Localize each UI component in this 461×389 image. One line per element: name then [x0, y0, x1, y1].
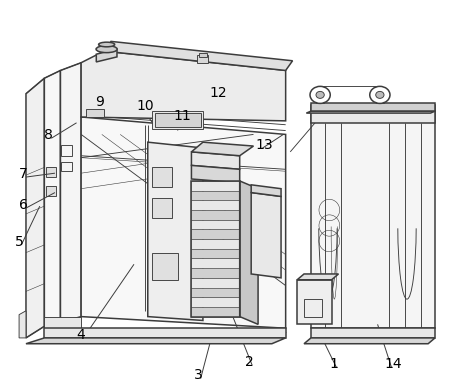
Text: 2: 2 — [245, 355, 254, 369]
Text: 3: 3 — [194, 368, 202, 382]
Bar — [199, 53, 207, 57]
Polygon shape — [191, 230, 240, 239]
Text: 11: 11 — [173, 109, 191, 123]
Bar — [153, 252, 177, 280]
Bar — [46, 166, 56, 177]
Bar — [376, 99, 384, 103]
Text: 10: 10 — [136, 99, 154, 113]
Bar — [153, 167, 171, 187]
Ellipse shape — [99, 42, 115, 47]
Circle shape — [376, 91, 384, 98]
Circle shape — [316, 91, 324, 98]
Polygon shape — [297, 280, 331, 324]
Polygon shape — [191, 268, 240, 278]
Polygon shape — [191, 191, 240, 200]
Polygon shape — [26, 338, 286, 344]
Polygon shape — [81, 117, 286, 328]
Bar — [304, 299, 321, 317]
Bar — [61, 145, 72, 156]
Text: 6: 6 — [19, 198, 28, 212]
Text: 8: 8 — [44, 128, 53, 142]
Polygon shape — [26, 78, 44, 338]
Polygon shape — [44, 328, 286, 338]
Polygon shape — [148, 142, 203, 321]
Text: 12: 12 — [210, 86, 227, 100]
Polygon shape — [191, 142, 254, 156]
Text: 5: 5 — [14, 235, 23, 249]
Polygon shape — [191, 249, 240, 258]
Bar — [153, 198, 171, 218]
Polygon shape — [104, 41, 293, 70]
Polygon shape — [44, 70, 60, 326]
Text: 14: 14 — [384, 357, 402, 371]
Polygon shape — [191, 297, 240, 307]
Polygon shape — [191, 165, 240, 183]
Bar — [61, 161, 72, 171]
Bar — [154, 113, 201, 128]
Ellipse shape — [96, 46, 117, 53]
Bar — [46, 186, 56, 196]
Bar — [153, 111, 203, 129]
Polygon shape — [297, 274, 338, 280]
Text: 13: 13 — [256, 138, 273, 152]
Polygon shape — [96, 49, 117, 62]
Polygon shape — [311, 103, 435, 111]
Bar — [86, 109, 104, 117]
Polygon shape — [307, 111, 435, 113]
Bar — [316, 99, 324, 103]
Polygon shape — [191, 181, 240, 191]
Polygon shape — [191, 152, 240, 169]
Bar — [197, 55, 208, 63]
Polygon shape — [191, 278, 240, 287]
Polygon shape — [191, 307, 240, 317]
Polygon shape — [251, 193, 281, 278]
Text: 9: 9 — [95, 95, 104, 109]
Polygon shape — [191, 210, 240, 220]
Polygon shape — [19, 311, 26, 338]
Polygon shape — [191, 220, 240, 230]
Circle shape — [370, 86, 390, 103]
Polygon shape — [304, 338, 435, 344]
Polygon shape — [60, 63, 81, 322]
Polygon shape — [191, 200, 240, 210]
Polygon shape — [44, 317, 81, 338]
Circle shape — [310, 86, 330, 103]
Polygon shape — [311, 111, 435, 123]
Polygon shape — [251, 185, 281, 196]
Polygon shape — [81, 51, 286, 121]
Text: 4: 4 — [77, 328, 85, 342]
Polygon shape — [191, 287, 240, 297]
Text: 1: 1 — [329, 357, 338, 371]
Text: 7: 7 — [19, 167, 28, 181]
Polygon shape — [191, 239, 240, 249]
Polygon shape — [311, 105, 435, 328]
Bar — [191, 181, 240, 317]
Polygon shape — [191, 258, 240, 268]
Polygon shape — [240, 181, 258, 324]
Polygon shape — [311, 328, 435, 338]
